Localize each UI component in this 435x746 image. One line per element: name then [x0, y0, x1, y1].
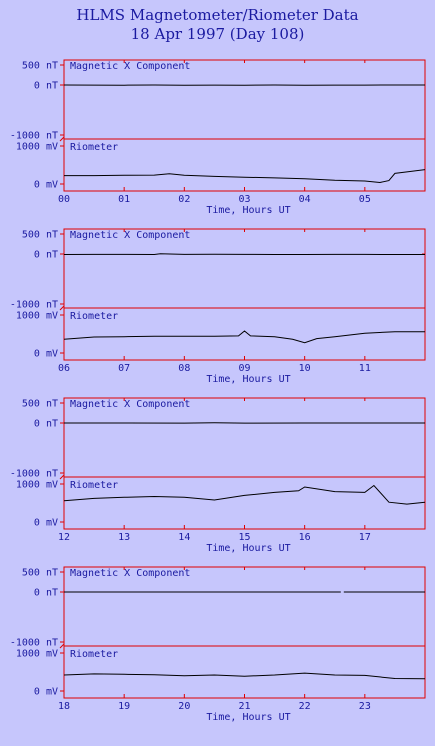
y-tick-label: 0 nT — [34, 588, 58, 599]
x-tick-label: 20 — [178, 701, 190, 712]
panel-label: Magnetic X Component — [70, 61, 190, 72]
riometer-panel: Riometer 1000 mV 0 mV — [16, 476, 426, 530]
y-tick-label: -1000 nT — [10, 300, 58, 311]
chart-title: HLMS Magnetometer/Riometer Data — [76, 6, 359, 24]
series-line — [63, 672, 426, 680]
y-tick-label: 0 mV — [34, 349, 58, 360]
panel-label: Riometer — [70, 649, 118, 660]
x-tick-label: 22 — [299, 701, 311, 712]
series-line — [63, 330, 425, 344]
axis-break — [59, 643, 65, 649]
y-tick-label: 500 nT — [22, 61, 58, 72]
series-line — [64, 169, 426, 184]
series-line — [63, 484, 426, 505]
x-tick-label: 23 — [359, 701, 371, 712]
x-tick-label: 05 — [359, 194, 371, 205]
x-tick-label: 13 — [118, 532, 130, 543]
y-tick-label: 1000 mV — [16, 649, 58, 660]
x-tick-label: 08 — [178, 363, 190, 374]
riometer-panel: Riometer 1000 mV 0 mV — [16, 138, 426, 192]
y-tick-label: 500 nT — [22, 399, 58, 410]
y-tick-label: -1000 nT — [10, 638, 58, 649]
magnetometer-panel: Magnetic X Component 500 nT 0 nT -1000 nT — [10, 228, 426, 311]
y-tick-label: 500 nT — [22, 230, 58, 241]
x-tick-label: 21 — [238, 701, 250, 712]
x-tick-label: 11 — [359, 363, 371, 374]
y-tick-label: 1000 mV — [16, 480, 58, 491]
y-tick-label: 1000 mV — [16, 142, 58, 153]
x-axis-label: Time, Hours UT — [206, 205, 290, 216]
magnetometer-panel: Magnetic X Component 500 nT 0 nT -1000 nT — [10, 59, 426, 142]
y-tick-label: -1000 nT — [10, 131, 58, 142]
y-tick-label: 0 mV — [34, 518, 58, 529]
panel-label: Riometer — [70, 480, 118, 491]
y-tick-label: 0 nT — [34, 250, 58, 261]
chart-subtitle: 18 Apr 1997 (Day 108) — [130, 25, 305, 43]
panel-label: Magnetic X Component — [70, 399, 190, 410]
x-tick-label: 12 — [58, 532, 70, 543]
x-tick-label: 07 — [118, 363, 130, 374]
panel-label: Magnetic X Component — [70, 230, 190, 241]
x-tick-label: 10 — [299, 363, 311, 374]
x-tick-label: 03 — [238, 194, 250, 205]
magnetometer-panel: Magnetic X Component 500 nT 0 nT -1000 nT — [10, 397, 426, 480]
magnetometer-panel: Magnetic X Component 500 nT 0 nT -1000 nT — [10, 566, 426, 649]
x-tick-label: 04 — [299, 194, 311, 205]
y-tick-label: 0 mV — [34, 687, 58, 698]
x-tick-label: 16 — [299, 532, 311, 543]
x-tick-label: 06 — [58, 363, 70, 374]
y-tick-label: 0 nT — [34, 81, 58, 92]
panel-label: Magnetic X Component — [70, 568, 190, 579]
x-tick-label: 14 — [178, 532, 190, 543]
panel-label: Riometer — [70, 311, 118, 322]
y-tick-label: 1000 mV — [16, 311, 58, 322]
series-line — [63, 253, 425, 256]
x-tick-label: 19 — [118, 701, 130, 712]
axis-break — [59, 136, 65, 142]
x-axis-label: Time, Hours UT — [206, 712, 290, 723]
chart-title-block: HLMS Magnetometer/Riometer Data 18 Apr 1… — [0, 6, 435, 44]
y-tick-label: -1000 nT — [10, 469, 58, 480]
panel-label: Riometer — [70, 142, 118, 153]
x-tick-label: 09 — [238, 363, 250, 374]
y-tick-label: 0 nT — [34, 419, 58, 430]
axis-break — [59, 305, 65, 311]
y-tick-label: 0 mV — [34, 180, 58, 191]
x-tick-label: 00 — [58, 194, 70, 205]
y-tick-label: 500 nT — [22, 568, 58, 579]
x-tick-label: 01 — [118, 194, 130, 205]
x-tick-label: 18 — [58, 701, 70, 712]
riometer-panel: Riometer 1000 mV 0 mV — [16, 645, 426, 699]
axis-break — [59, 474, 65, 480]
riometer-panel: Riometer 1000 mV 0 mV — [16, 307, 426, 361]
x-tick-label: 02 — [178, 194, 190, 205]
x-tick-label: 17 — [359, 532, 371, 543]
x-axis-label: Time, Hours UT — [206, 543, 290, 554]
x-tick-label: 15 — [238, 532, 250, 543]
x-axis-label: Time, Hours UT — [206, 374, 290, 385]
